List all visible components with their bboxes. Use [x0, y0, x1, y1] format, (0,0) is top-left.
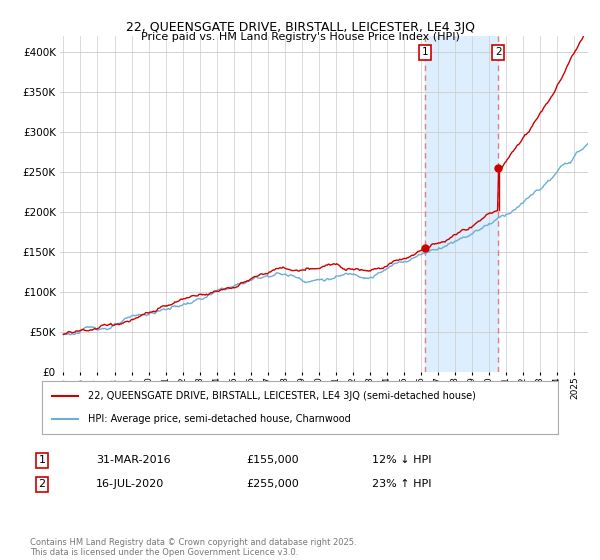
Text: 1: 1	[38, 455, 46, 465]
Text: Price paid vs. HM Land Registry's House Price Index (HPI): Price paid vs. HM Land Registry's House …	[140, 32, 460, 43]
Text: 23% ↑ HPI: 23% ↑ HPI	[372, 479, 431, 489]
Text: 22, QUEENSGATE DRIVE, BIRSTALL, LEICESTER, LE4 3JQ: 22, QUEENSGATE DRIVE, BIRSTALL, LEICESTE…	[125, 21, 475, 34]
Text: 2: 2	[495, 48, 502, 58]
Text: £255,000: £255,000	[246, 479, 299, 489]
Bar	[425, 36, 499, 372]
Text: 16-JUL-2020: 16-JUL-2020	[96, 479, 164, 489]
Text: HPI: Average price, semi-detached house, Charnwood: HPI: Average price, semi-detached house,…	[88, 414, 351, 424]
Text: 31-MAR-2016: 31-MAR-2016	[96, 455, 170, 465]
Text: £155,000: £155,000	[246, 455, 299, 465]
Text: Contains HM Land Registry data © Crown copyright and database right 2025.
This d: Contains HM Land Registry data © Crown c…	[30, 538, 356, 557]
Text: 22, QUEENSGATE DRIVE, BIRSTALL, LEICESTER, LE4 3JQ (semi-detached house): 22, QUEENSGATE DRIVE, BIRSTALL, LEICESTE…	[88, 391, 476, 401]
Text: 2: 2	[38, 479, 46, 489]
Text: 12% ↓ HPI: 12% ↓ HPI	[372, 455, 431, 465]
Text: 1: 1	[422, 48, 428, 58]
